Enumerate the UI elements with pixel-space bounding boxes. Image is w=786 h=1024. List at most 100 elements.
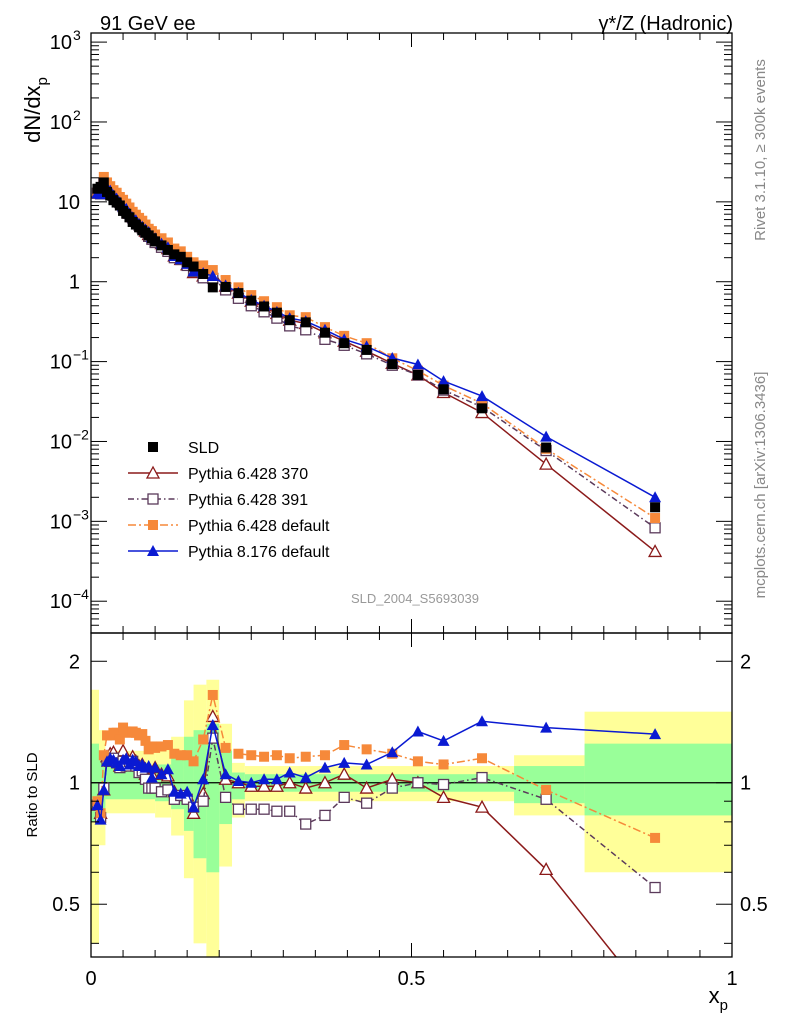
ratio-y-tick-label-right: 0.5 (740, 894, 768, 916)
main-series-4-point (437, 375, 450, 387)
main-series-sld-point (233, 288, 244, 299)
main-frame (90, 32, 733, 634)
ratio-series-1-point (271, 805, 283, 817)
ratio-series-0-point (269, 778, 284, 792)
ratio-series-0-point (436, 790, 451, 804)
main-series-sld-point (387, 359, 398, 370)
ratio-series-1-point (319, 809, 331, 822)
main-series-sld-point (361, 344, 372, 355)
ratio-y-tick-label-right: 2 (740, 651, 751, 673)
ratio-series-2-point (150, 742, 161, 753)
ratio-y-tick-label-right: 1 (740, 773, 751, 795)
y-axis-label-sub: p (34, 77, 51, 85)
ratio-series-0-point (474, 799, 490, 813)
main-series-3-line (97, 174, 656, 519)
ratio-series-1-point (476, 771, 488, 784)
y-tick-exponent: −4 (73, 586, 89, 602)
ratio-series-3-point (91, 799, 104, 811)
ratio-series-0-point (539, 862, 554, 876)
y-tick-label: 10 (50, 591, 72, 613)
y-axis-label: dN/dxp (20, 77, 51, 143)
main-series-3-group (92, 171, 661, 524)
main-series-4-group (91, 177, 662, 503)
ratio-series-1-point (284, 805, 296, 817)
ratio-series-3-point (270, 773, 283, 785)
ratio-series-2-point (111, 727, 122, 738)
main-series-3-point (98, 171, 109, 182)
main-series-sld-point (162, 244, 173, 255)
x-tick-label: 1 (726, 968, 737, 990)
ratio-series-3-point (113, 760, 126, 772)
ratio-series-2-point (319, 750, 330, 761)
ratio-series-2-point (140, 735, 151, 746)
ratio-series-2-point (284, 753, 295, 764)
ratio-y-tick-label: 0.5 (52, 894, 80, 916)
band-inner (206, 723, 220, 873)
ratio-series-3-point (181, 785, 194, 797)
main-series-sld-point (541, 442, 552, 453)
ratio-series-3-point (145, 771, 158, 783)
ratio-series-0-point (649, 1000, 661, 1011)
main-series-sld-point (169, 249, 180, 260)
ratio-series-3-point (360, 758, 373, 770)
main-series-1-group (91, 176, 663, 558)
ratio-series-3-point (149, 761, 162, 773)
ratio-series-2-point (175, 750, 186, 761)
x-axis-label: xp (709, 983, 728, 1014)
y-tick-label: 10 (58, 192, 80, 214)
ratio-series-3-point (197, 773, 210, 785)
main-series-sld-point (284, 315, 295, 326)
main-series-sld-point (412, 369, 423, 380)
ratio-series-3-point (155, 768, 168, 780)
ratio-series-1-point (258, 803, 270, 815)
ratio-series-layer (91, 689, 662, 1011)
main-series-sld-point (156, 240, 167, 251)
main-series-sld-point (477, 403, 488, 414)
ratio-series-2-point (438, 759, 449, 770)
ratio-y-axis-label: Ratio to SLD (24, 752, 41, 837)
title-left: 91 GeV ee (100, 13, 196, 35)
main-series-sld-point (98, 177, 109, 188)
ratio-series-0-point (317, 775, 333, 789)
ratio-series-2-point (477, 753, 488, 764)
ratio-series-3-point (411, 725, 424, 737)
main-series-3-point (198, 260, 209, 271)
ratio-series-2-point (271, 750, 282, 761)
main-series-4-point (649, 491, 662, 503)
ratio-series-1-point (245, 803, 257, 815)
x-tick-label: 0.5 (398, 968, 426, 990)
ratio-series-1-point (232, 803, 245, 815)
ratio-series-2-point (114, 734, 125, 745)
legend-marker (148, 442, 158, 452)
legend-marker (147, 493, 159, 505)
main-series-1-point (539, 456, 554, 470)
ratio-series-3-point (338, 756, 351, 768)
rivet-version-label: Rivet 3.1.10, ≥ 300k events (752, 59, 769, 241)
y-tick-exponent: −3 (73, 506, 89, 522)
ratio-series-2-point (246, 750, 257, 761)
ratio-series-2-point (198, 734, 209, 745)
ratio-series-2-point (339, 740, 350, 751)
band-inner (183, 736, 194, 831)
main-series-4-point (540, 430, 553, 442)
band-inner (584, 743, 732, 816)
legend-label: SLD (188, 440, 219, 457)
y-tick-label: 10 (50, 511, 72, 533)
main-series-sld-point (650, 502, 661, 513)
y-tick-label: 10 (50, 431, 72, 453)
main-series-4-point (206, 269, 219, 281)
ratio-series-0-point (186, 805, 201, 819)
ratio-series-0-point (337, 766, 352, 780)
ratio-series-2-point (300, 751, 311, 762)
ratio-y-tick-label: 2 (69, 651, 80, 673)
ratio-series-2-point (233, 748, 244, 759)
ratio-series-2-point (650, 832, 661, 843)
ratio-series-3-point (318, 761, 331, 773)
main-series-2-point (649, 522, 661, 534)
y-tick-label: 1 (69, 272, 80, 294)
legend-marker (147, 545, 159, 556)
ratio-series-3-point (187, 801, 200, 813)
main-series-sld-point (182, 257, 193, 268)
main-series-1-point (647, 544, 663, 558)
